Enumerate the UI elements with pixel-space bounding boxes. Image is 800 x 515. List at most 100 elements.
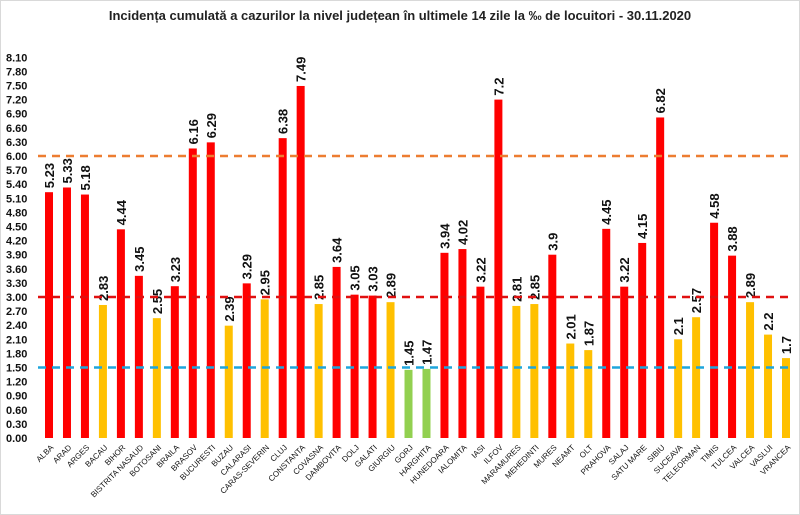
data-label: 2.89 [384,273,399,298]
bar [386,302,395,438]
y-tick-label: 7.20 [6,95,27,107]
bar [188,148,197,439]
y-tick-label: 6.60 [6,123,27,135]
data-label: 3.03 [366,266,381,291]
bar [242,283,251,438]
y-tick-label: 4.50 [6,222,27,234]
y-tick-label: 6.00 [6,151,27,163]
bar [692,317,701,438]
data-label: 3.22 [617,257,632,282]
data-label: 4.02 [455,220,470,245]
bar [332,266,341,438]
data-label: 4.45 [599,200,614,225]
data-label: 4.44 [114,199,129,225]
data-label: 4.58 [707,193,722,218]
data-label: 3.05 [348,265,363,290]
bar [350,294,359,438]
bar [458,249,467,438]
bar [620,286,629,438]
bar [45,192,53,438]
y-tick-label: 4.20 [6,236,27,248]
bar [782,358,790,438]
bar [62,187,71,438]
bar [80,194,89,438]
y-tick-label: 3.90 [6,250,27,262]
data-label: 3.45 [132,247,147,272]
data-label: 6.38 [276,109,291,134]
data-label: 2.89 [743,273,758,298]
y-tick-label: 1.50 [6,363,27,375]
data-label: 2.85 [312,275,327,300]
data-label: 5.18 [78,165,93,190]
data-label: 6.29 [204,113,219,138]
data-label: 7.49 [294,57,309,82]
chart-title: Incidența cumulată a cazurilor la nivel … [108,8,692,23]
bar [404,369,413,438]
data-label: 1.87 [581,321,596,346]
data-label: 3.94 [437,223,452,249]
data-label: 2.01 [563,314,578,339]
y-tick-label: 1.20 [6,377,27,389]
data-label: 6.82 [653,88,668,113]
bar [512,305,521,438]
bar [494,99,503,438]
y-tick-label: 7.50 [6,81,27,93]
y-tick-label: 2.10 [6,334,27,346]
bar [224,325,233,438]
bar [152,318,161,438]
data-label: 2.2 [761,313,776,331]
data-label: 5.23 [42,163,57,188]
data-label: 1.45 [402,341,417,366]
bar [278,138,287,438]
y-tick-label: 0.90 [6,391,27,403]
data-label: 2.1 [671,317,686,335]
y-tick-label: 5.70 [6,165,27,177]
bar [98,304,107,438]
bar [314,304,323,438]
bar [584,350,593,438]
data-label: 2.55 [150,289,165,314]
data-label: 3.23 [168,257,183,282]
bar [656,117,665,439]
bar [602,228,611,438]
y-tick-label: 8.10 [6,52,27,64]
data-label: 3.9 [545,233,560,251]
y-tick-label: 5.40 [6,179,27,191]
data-label: 2.57 [689,288,704,313]
y-tick-label: 3.00 [6,292,27,304]
data-label: 2.95 [258,270,273,295]
y-tick-label: 0.30 [6,419,27,431]
bar [710,222,719,438]
bar [746,302,755,438]
y-tick-label: 1.80 [6,348,27,360]
data-label: 2.83 [96,276,111,301]
bar [530,304,539,438]
bar [422,368,431,438]
y-tick-label: 0.00 [6,433,27,445]
data-label: 3.22 [473,257,488,282]
bar [440,252,449,438]
bar [170,286,179,438]
y-tick-label: 2.40 [6,320,27,332]
bar [116,229,125,438]
bar [548,254,557,438]
data-label: 1.7 [779,336,794,354]
data-label: 1.47 [419,340,434,365]
bar [674,339,683,438]
data-label: 5.33 [60,158,75,183]
bar [206,142,215,438]
bar [368,295,377,438]
y-tick-label: 6.30 [6,137,27,149]
y-tick-label: 3.30 [6,278,27,290]
bar [764,334,773,438]
bar [296,85,305,438]
data-label: 2.39 [222,296,237,321]
data-label: 2.85 [527,275,542,300]
y-tick-label: 3.60 [6,264,27,276]
bar [476,286,485,438]
data-label: 2.81 [509,277,524,302]
data-label: 6.16 [186,119,201,144]
data-label: 3.88 [725,226,740,251]
y-tick-label: 2.70 [6,306,27,318]
